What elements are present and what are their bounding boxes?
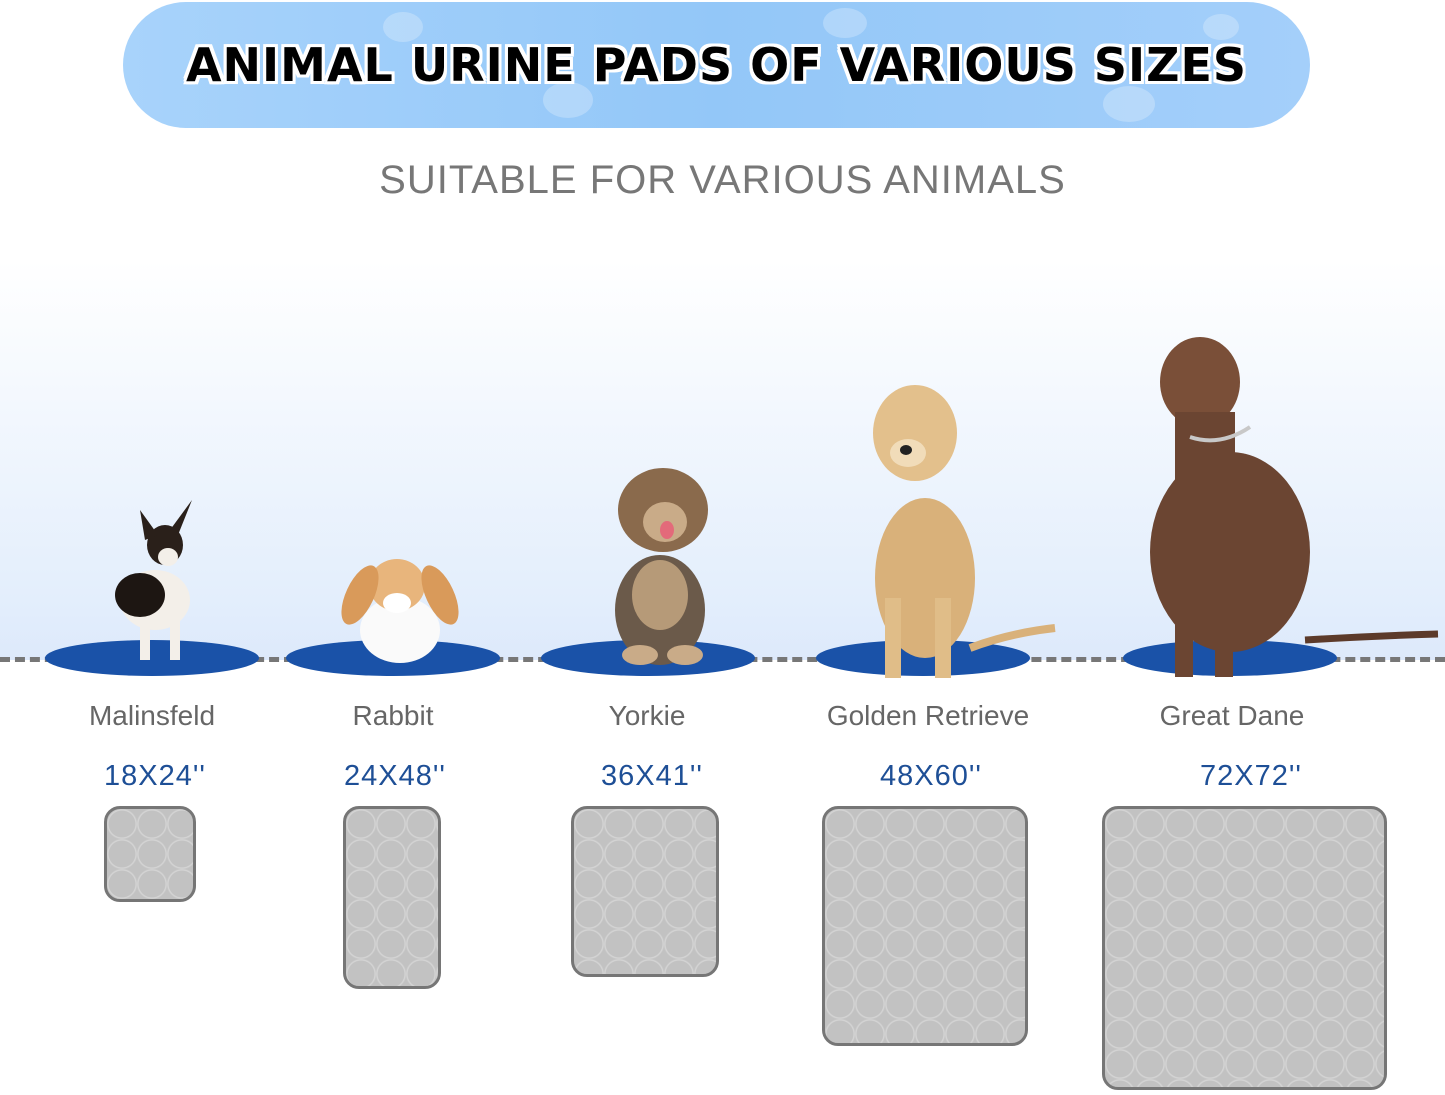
urine-pad-36x41 xyxy=(571,806,719,977)
pad-size-label: 72X72'' xyxy=(1200,760,1302,792)
pad-base-ellipse xyxy=(45,640,259,676)
urine-pad-72x72 xyxy=(1102,806,1387,1090)
animal-name-label: Yorkie xyxy=(608,700,686,731)
page-subtitle: SUITABLE FOR VARIOUS ANIMALS xyxy=(379,158,1066,202)
title-banner: ANIMAL URINE PADS OF VARIOUS SIZES xyxy=(123,2,1310,128)
urine-pad-24x48 xyxy=(343,806,441,989)
animal-name-label: Rabbit xyxy=(352,700,434,731)
animal-name-label: Golden Retrieve xyxy=(826,700,1030,731)
great-dane-image xyxy=(1150,337,1439,677)
urine-pad-18x24 xyxy=(104,806,196,902)
pad-size-label: 24X48'' xyxy=(344,760,446,792)
page-title: ANIMAL URINE PADS OF VARIOUS SIZES xyxy=(185,38,1248,92)
chihuahua-image xyxy=(115,500,192,660)
pad-size-label: 36X41'' xyxy=(601,760,703,792)
golden-retriever-image xyxy=(873,385,1056,678)
yorkie-image xyxy=(615,468,708,665)
rabbit-image xyxy=(341,559,459,663)
urine-pad-48x60 xyxy=(822,806,1028,1046)
animal-name-label: Great Dane xyxy=(1159,700,1305,731)
pad-size-label: 48X60'' xyxy=(880,760,982,792)
animal-name-label: Malinsfeld xyxy=(88,700,216,731)
pad-size-label: 18X24'' xyxy=(104,760,206,792)
